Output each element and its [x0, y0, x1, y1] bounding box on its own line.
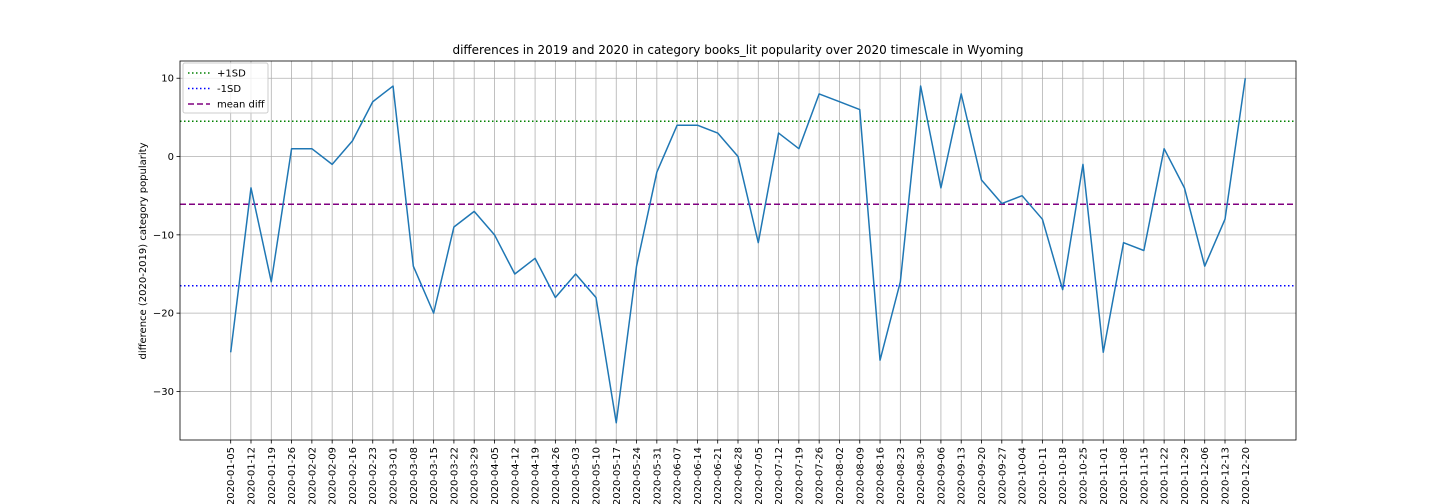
y-ticks: 10 0 −10 −20 −30	[153, 74, 180, 398]
reference-lines	[180, 120, 1296, 287]
x-tick-label: 2020-09-27	[997, 447, 1008, 504]
legend-box	[182, 62, 269, 114]
x-tick-label: 2020-01-05	[226, 447, 237, 504]
x-tick-label: 2020-08-16	[876, 447, 887, 504]
x-tick-label: 2020-11-22	[1160, 447, 1171, 504]
x-tick-label: 2020-09-20	[977, 447, 988, 504]
grid	[180, 61, 1296, 440]
legend-entry: +1SD	[217, 69, 246, 80]
x-tick-label: 2020-04-19	[531, 447, 542, 504]
x-tick-label: 2020-04-26	[551, 447, 562, 504]
x-tick-label: 2020-08-23	[896, 447, 907, 504]
x-tick-label: 2020-11-29	[1180, 447, 1191, 504]
legend-entry: -1SD	[217, 84, 241, 95]
x-tick-label: 2020-04-05	[490, 447, 501, 504]
x-tick-label: 2020-09-13	[957, 447, 968, 504]
x-tick-label: 2020-08-02	[835, 447, 846, 504]
x-tick-label: 2020-05-03	[571, 447, 582, 504]
x-tick-label: 2020-05-31	[652, 447, 663, 504]
x-tick-label: 2020-11-08	[1119, 447, 1130, 504]
x-tick-label: 2020-11-15	[1139, 447, 1150, 504]
x-tick-label: 2020-01-19	[267, 447, 278, 504]
x-tick-label: 2020-11-01	[1099, 447, 1110, 504]
x-tick-label: 2020-12-06	[1200, 447, 1211, 504]
x-tick-label: 2020-08-30	[916, 447, 927, 504]
x-tick-label: 2020-06-28	[734, 447, 745, 504]
x-tick-label: 2020-03-29	[470, 447, 481, 504]
x-tick-label: 2020-01-26	[287, 447, 298, 504]
x-tick-label: 2020-02-23	[368, 447, 379, 504]
x-tick-label: 2020-10-11	[1038, 447, 1049, 504]
x-tick-label: 2020-07-12	[774, 447, 785, 504]
x-tick-label: 2020-06-21	[713, 447, 724, 504]
x-tick-label: 2020-03-22	[449, 447, 460, 504]
y-tick-label: −10	[153, 230, 174, 241]
x-tick-label: 2020-12-13	[1221, 447, 1232, 504]
x-tick-label: 2020-03-08	[409, 447, 420, 504]
x-tick-label: 2020-04-12	[510, 447, 521, 504]
x-tick-label: 2020-02-09	[328, 447, 339, 504]
y-axis-label: difference (2020-2019) category populari…	[138, 142, 149, 359]
legend-entry: mean diff	[217, 100, 266, 111]
x-tick-label: 2020-05-24	[632, 447, 643, 504]
y-tick-label: 10	[161, 74, 174, 85]
x-tick-label: 2020-12-20	[1241, 447, 1252, 504]
x-tick-label: 2020-07-05	[754, 447, 765, 504]
x-tick-label: 2020-06-07	[673, 447, 684, 504]
x-tick-label: 2020-07-26	[815, 447, 826, 504]
x-tick-label: 2020-02-02	[307, 447, 318, 504]
y-tick-label: 0	[168, 152, 174, 163]
x-tick-label: 2020-07-19	[794, 447, 805, 504]
x-tick-label: 2020-05-17	[612, 447, 623, 504]
series-layer	[229, 78, 1247, 424]
x-tick-label: 2020-02-16	[348, 447, 359, 504]
chart-title: differences in 2019 and 2020 in category…	[452, 43, 1023, 57]
legend: +1SD -1SD mean diff	[182, 62, 269, 114]
y-tick-label: −20	[153, 309, 174, 320]
series-line-0	[229, 78, 1247, 424]
x-tick-label: 2020-10-25	[1078, 447, 1089, 504]
x-tick-label: 2020-03-01	[389, 447, 400, 504]
x-ticks: 2020-01-05 2020-01-12 2020-01-19 2020-01-26…	[226, 440, 1252, 504]
x-tick-label: 2020-03-15	[429, 447, 440, 504]
x-tick-label: 2020-06-14	[693, 447, 704, 504]
x-tick-label: 2020-10-18	[1058, 447, 1069, 504]
x-tick-label: 2020-05-10	[591, 447, 602, 504]
y-tick-label: −30	[153, 387, 174, 398]
x-tick-label: 2020-09-06	[936, 447, 947, 504]
x-tick-label: 2020-08-09	[855, 447, 866, 504]
x-tick-label: 2020-01-12	[246, 447, 257, 504]
x-tick-label: 2020-10-04	[1018, 447, 1029, 504]
